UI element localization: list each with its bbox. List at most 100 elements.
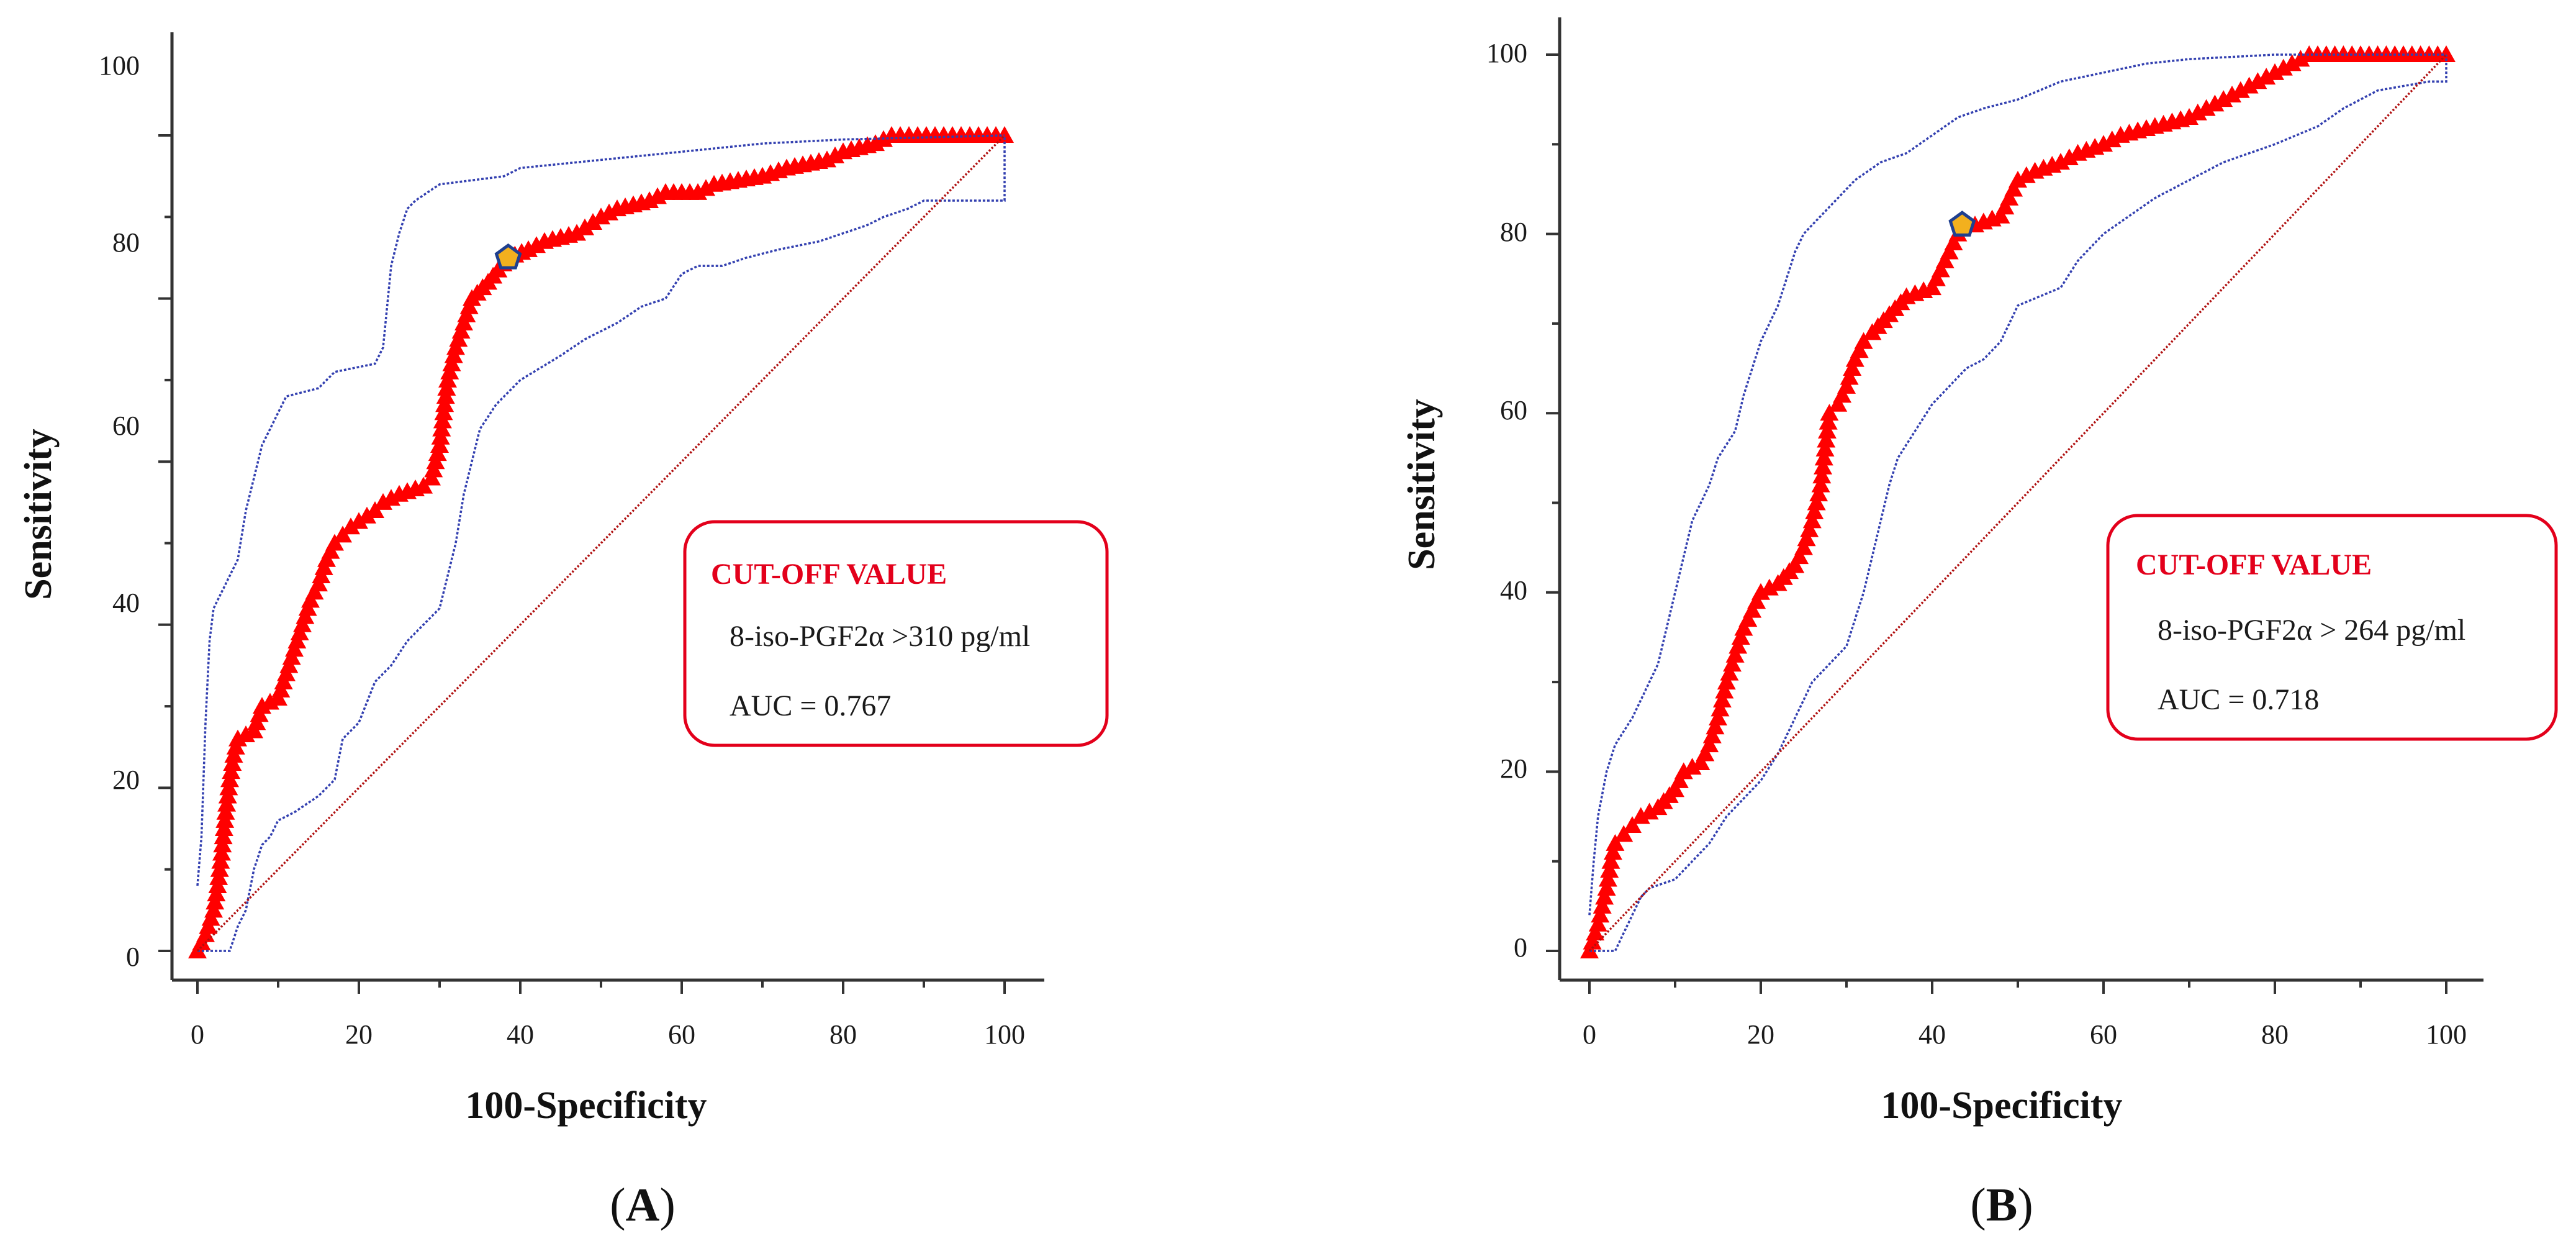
panel-b-roc-point: [1995, 198, 2015, 215]
panel-a-xtick-label: 100: [984, 1019, 1025, 1050]
panel-b-y-axis-title: Sensitivity: [1401, 399, 1443, 570]
panel-a-roc-point: [584, 213, 602, 230]
panel-b-roc-point: [1588, 914, 1607, 932]
panel-b-roc-point: [1729, 637, 1748, 654]
panel-b-roc-point: [1623, 816, 1642, 833]
panel-b-roc-point: [1586, 924, 1605, 941]
panel-b-reference-line: [1588, 53, 2447, 952]
panel-b-roc-point: [1815, 439, 1835, 457]
panel-b-roc-point: [2059, 148, 2079, 165]
panel-a-ytick-label: 0: [126, 942, 140, 972]
panel-a-ytick-label: 80: [112, 227, 140, 258]
panel-b-roc-point: [1800, 520, 1819, 537]
panel-b-roc-point: [1696, 744, 1715, 761]
panel-b-roc-point: [1940, 242, 1959, 260]
panel-b-roc-point: [1711, 699, 1730, 717]
panel-b-ytick-label: 100: [1486, 38, 1527, 68]
panel-b-roc-point: [2231, 81, 2250, 98]
panel-b-roc-point: [1691, 753, 1711, 770]
panel-a-roc-markers: [188, 126, 1014, 958]
panel-b-roc-point: [1751, 583, 1770, 600]
panel-b-roc-point: [1598, 870, 1617, 887]
panel-b-ticks: [1546, 53, 2447, 994]
panel-b-cutoff-title: CUT-OFF VALUE: [2136, 548, 2372, 581]
panel-b-xtick-label: 100: [2426, 1019, 2467, 1050]
panel-b-cutoff-box: [2106, 514, 2558, 741]
panel-b-roc-point: [2102, 130, 2122, 148]
panel-b-roc-point: [1828, 394, 1848, 412]
panel-b-roc-point: [1840, 368, 1859, 385]
panel-a-xtick-label: 60: [668, 1019, 695, 1050]
panel-b-roc-point: [1738, 610, 1758, 627]
panel-b-xtick-label: 60: [2090, 1019, 2117, 1050]
panel-b-roc-point: [1683, 758, 1702, 775]
panel-b-roc-point: [1802, 511, 1822, 529]
panel-a-label: (A): [610, 1179, 676, 1231]
panel-b-roc-point: [1591, 906, 1610, 923]
panel-b-roc-point: [1845, 350, 1864, 367]
panel-b-roc-point: [1734, 619, 1753, 636]
panel-b-roc-point: [1991, 206, 2010, 224]
panel-b-roc-point: [1794, 538, 1813, 555]
panel-a: 0 20 40 60 80 100 0 20 40 60 80 100 100-…: [17, 32, 1109, 1231]
panel-b-roc-point: [1600, 861, 1619, 878]
panel-b-roc-point: [1666, 780, 1684, 798]
panel-b-roc-point: [2266, 63, 2284, 80]
panel-b-roc-point: [2009, 171, 2027, 188]
panel-a-reference-line: [196, 134, 1006, 952]
panel-b-ytick-label: 60: [1500, 395, 1527, 425]
panel-b-roc-point: [2205, 94, 2225, 112]
panel-b-ytick-label: 0: [1514, 932, 1527, 963]
panel-b-roc-point: [1670, 771, 1689, 788]
panel-b-ytick-label: 80: [1500, 217, 1527, 247]
panel-b-roc-point: [2017, 166, 2036, 183]
panel-a-cutoff-value: 8-iso-PGF2α >310 pg/ml: [730, 620, 1030, 653]
panel-b-roc-point: [1927, 269, 1946, 286]
panel-b-roc-point: [2282, 54, 2302, 71]
panel-b-roc-point: [2291, 50, 2310, 67]
panel-a-x-axis-title: 100-Specificity: [465, 1084, 707, 1127]
panel-b-roc-point: [2051, 153, 2070, 170]
panel-a-roc-point: [341, 517, 360, 535]
panel-b-roc-point: [1797, 529, 1816, 547]
panel-b-roc-point: [1631, 807, 1650, 824]
panel-b-lower-ci-line: [1589, 55, 2447, 952]
panel-b-plot: [1580, 45, 2456, 958]
panel-b-xtick-label: 20: [1747, 1019, 1774, 1050]
panel-a-ytick-label: 20: [112, 765, 140, 795]
panel-b-roc-point: [2214, 90, 2233, 107]
panel-b-roc-point: [1817, 422, 1837, 439]
panel-b-roc-point: [2180, 108, 2199, 125]
panel-b-cutoff-value: 8-iso-PGF2α > 264 pg/ml: [2158, 614, 2465, 647]
panel-b-xtick-label: 80: [2261, 1019, 2289, 1050]
panel-b-roc-point: [1935, 251, 1955, 268]
panel-b-roc-point: [1805, 502, 1824, 519]
panel-a-upper-ci-line: [196, 134, 1005, 886]
panel-b-roc-point: [2197, 99, 2216, 116]
panel-b-roc-point: [1811, 475, 1830, 493]
panel-b-upper-ci-line: [1588, 53, 2446, 916]
panel-b-xtick-label: 40: [1918, 1019, 1946, 1050]
panel-b-roc-point: [1720, 663, 1739, 681]
panel-a-xtick-label: 20: [345, 1019, 373, 1050]
panel-b-roc-point: [1837, 376, 1856, 394]
panel-b-roc-point: [1593, 896, 1612, 914]
panel-a-plot: [188, 126, 1014, 958]
panel-b-roc-point: [1747, 592, 1766, 609]
panel-b-roc-point: [1603, 843, 1622, 860]
panel-b-roc-point: [1819, 412, 1838, 430]
panel-b-xtick-label: 0: [1583, 1019, 1596, 1050]
panel-a-roc-point: [576, 218, 594, 235]
panel-b-roc-point: [2000, 188, 2019, 206]
panel-a-xtick-label: 0: [191, 1019, 204, 1050]
panel-a-roc-point: [350, 512, 368, 529]
panel-a-cutoff-box: [683, 520, 1109, 747]
panel-b-roc-point: [2274, 58, 2293, 76]
panel-a-y-axis-title: Sensitivity: [17, 429, 60, 600]
panel-b-roc-point: [1725, 645, 1745, 663]
panel-b-roc-point: [1807, 493, 1826, 511]
panel-b-roc-point: [1712, 690, 1732, 707]
panel-b-roc-point: [1944, 234, 1963, 251]
panel-b-roc-point: [1814, 457, 1833, 475]
